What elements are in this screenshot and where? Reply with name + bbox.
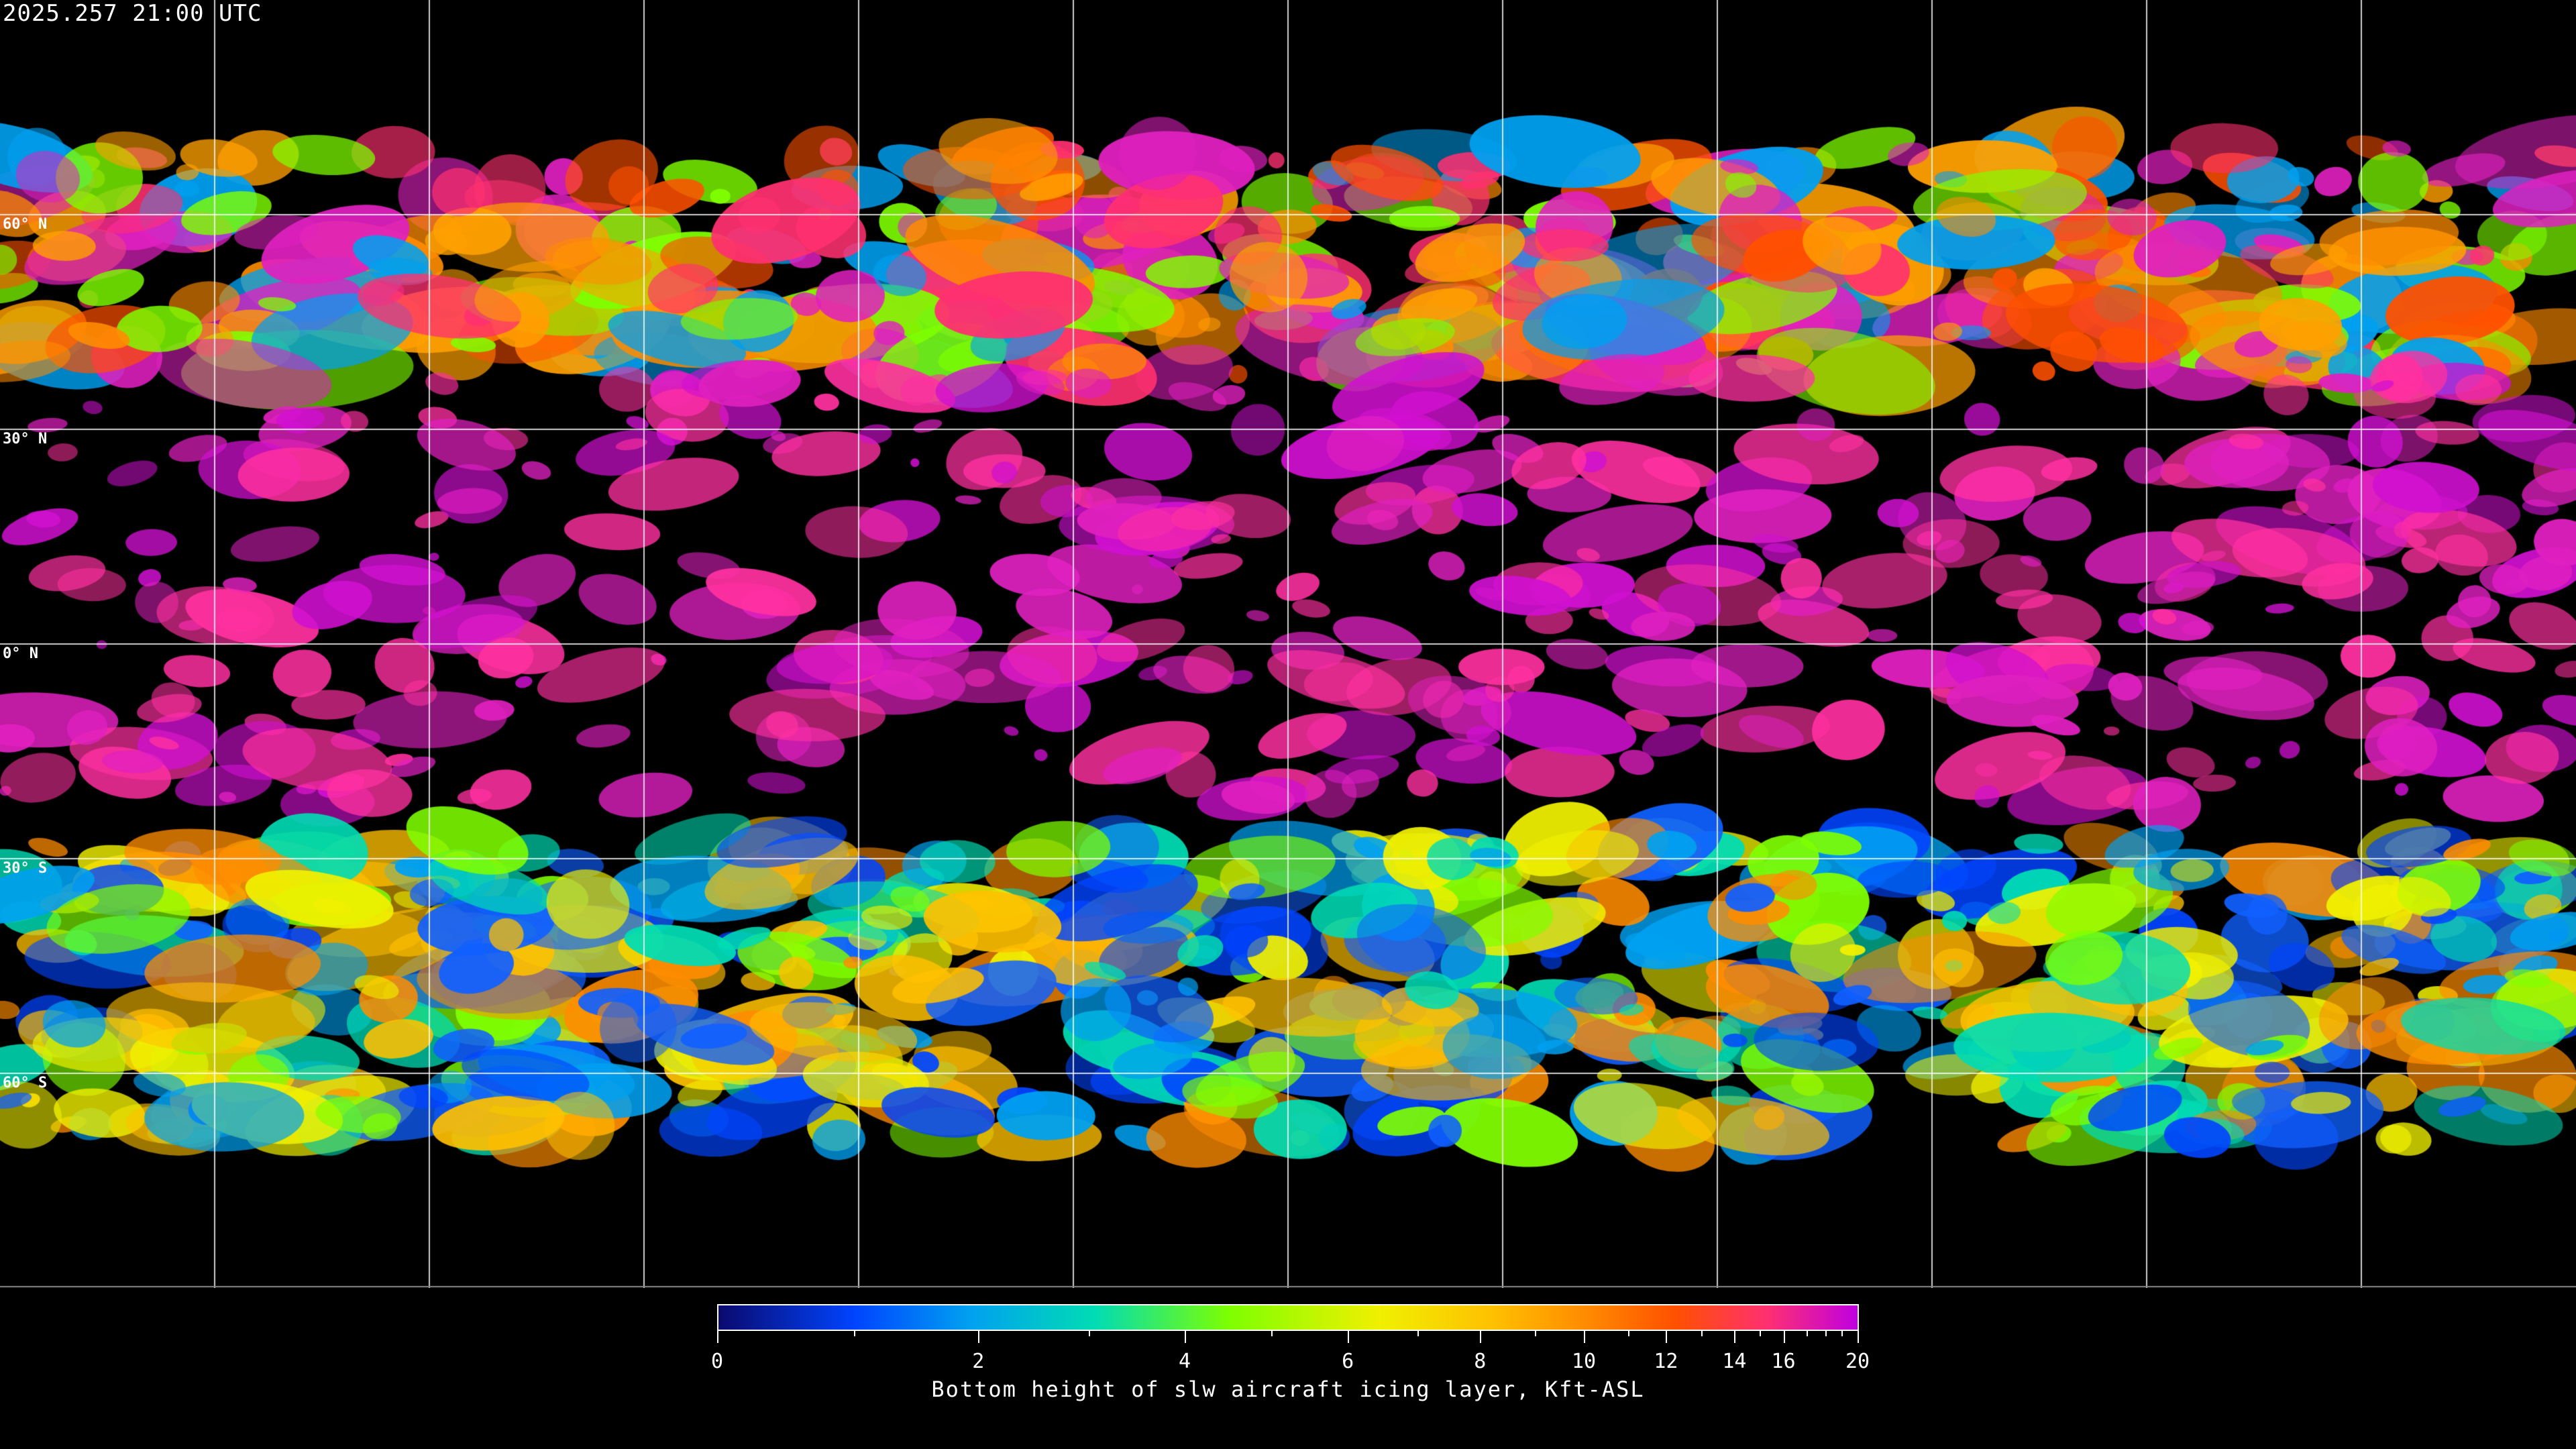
- colorbar-tick: [717, 1331, 718, 1343]
- colorbar-tick: [1584, 1331, 1585, 1343]
- colorbar-tick: [1417, 1331, 1419, 1336]
- colorbar-title: Bottom height of slw aircraft icing laye…: [931, 1377, 1645, 1402]
- colorbar-tick-label: 10: [1571, 1350, 1597, 1373]
- lat-label-30s: 30° S: [3, 860, 48, 877]
- colorbar-tick: [1806, 1331, 1808, 1336]
- graticule-grid: [0, 0, 2576, 1288]
- lat-label-60s: 60° S: [3, 1075, 48, 1091]
- colorbar-tick: [1841, 1331, 1843, 1336]
- colorbar-tick: [1701, 1331, 1703, 1336]
- colorbar-tick-label: 2: [972, 1350, 985, 1373]
- colorbar-tick-label: 8: [1474, 1350, 1487, 1373]
- colorbar: [717, 1304, 1859, 1331]
- colorbar-tick: [854, 1331, 855, 1336]
- lat-label-30n: 30° N: [3, 431, 48, 447]
- colorbar-tick-label: 16: [1771, 1350, 1796, 1373]
- colorbar-tick: [1534, 1331, 1536, 1336]
- colorbar-tick: [1185, 1331, 1186, 1343]
- colorbar-ticks: 0 2 4 6 8 10 12 14 16 20: [711, 1331, 1870, 1385]
- colorbar-tick: [1759, 1331, 1761, 1336]
- colorbar-tick: [1783, 1331, 1785, 1343]
- colorbar-tick-label: 12: [1654, 1350, 1678, 1373]
- lat-label-60n: 60° N: [3, 216, 48, 233]
- colorbar-tick-label: 4: [1178, 1350, 1191, 1373]
- lat-label-0: 0° N: [3, 645, 38, 662]
- colorbar-tick: [1858, 1331, 1859, 1343]
- colorbar-tick-label: 6: [1342, 1350, 1354, 1373]
- colorbar-tick: [1666, 1331, 1668, 1343]
- colorbar-tick: [1825, 1331, 1827, 1336]
- timestamp-title: 2025.257 21:00 UTC: [3, 0, 262, 27]
- colorbar-tick: [1089, 1331, 1091, 1336]
- icing-map: [0, 0, 2576, 1288]
- colorbar-tick-label: 14: [1722, 1350, 1747, 1373]
- colorbar-tick: [1734, 1331, 1736, 1343]
- colorbar-tick: [1271, 1331, 1273, 1336]
- colorbar-tick-label: 0: [710, 1350, 724, 1373]
- colorbar-tick: [978, 1331, 980, 1343]
- colorbar-tick: [1628, 1331, 1630, 1336]
- colorbar-tick: [1348, 1331, 1350, 1343]
- colorbar-tick-label: 20: [1845, 1350, 1870, 1373]
- colorbar-tick: [1480, 1331, 1482, 1343]
